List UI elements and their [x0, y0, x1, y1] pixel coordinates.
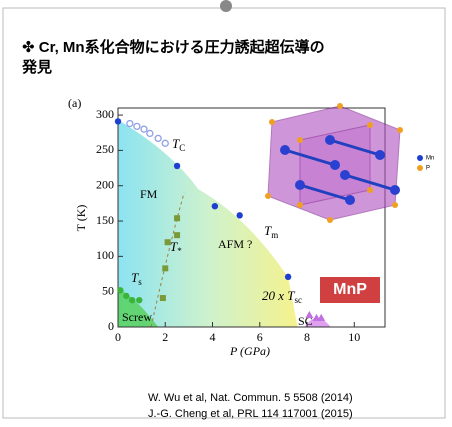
crystal-atom	[397, 127, 403, 133]
citation: W. Wu et al, Nat. Commun. 5 5508 (2014)	[148, 392, 353, 404]
crystal-atom	[390, 185, 400, 195]
data-point	[174, 215, 180, 221]
legend-label: Mn	[426, 156, 434, 162]
y-tick-label: 100	[96, 248, 114, 262]
annotation-sub: sc	[295, 295, 303, 305]
crystal-atom	[295, 180, 305, 190]
crystal-atom	[345, 195, 355, 205]
crystal-atom	[367, 122, 373, 128]
x-tick-label: 4	[210, 330, 216, 344]
data-point	[115, 118, 121, 124]
crystal-atom	[330, 160, 340, 170]
annotation-sub: s	[138, 277, 142, 287]
y-tick-label: 300	[96, 107, 114, 121]
compound-label: MnP	[333, 281, 367, 298]
data-point	[134, 123, 140, 129]
crystal-atom	[337, 103, 343, 109]
y-axis-label: T (K)	[74, 205, 88, 232]
data-point	[141, 126, 147, 132]
crystal-atom	[367, 187, 373, 193]
x-tick-label: 2	[162, 330, 168, 344]
x-tick-label: 0	[115, 330, 121, 344]
region-label: AFM ?	[218, 237, 252, 251]
data-point	[123, 293, 129, 299]
panel-label: (a)	[68, 96, 81, 110]
annotation-sub: *	[177, 246, 182, 256]
annotation-sub: C	[179, 143, 185, 153]
data-point	[285, 274, 291, 280]
region-label: FM	[140, 187, 158, 201]
pin	[220, 0, 232, 12]
data-point	[136, 297, 142, 303]
y-tick-label: 50	[102, 283, 114, 297]
y-tick-label: 200	[96, 177, 114, 191]
crystal-atom	[375, 150, 385, 160]
data-point	[129, 297, 135, 303]
data-point	[162, 265, 168, 271]
crystal-atom	[297, 137, 303, 143]
data-point	[127, 121, 133, 127]
data-point	[147, 130, 153, 136]
x-tick-label: 8	[304, 330, 310, 344]
data-point	[117, 287, 123, 293]
legend-label: P	[426, 166, 430, 172]
crystal-atom	[340, 170, 350, 180]
crystal-atom	[327, 217, 333, 223]
data-point	[174, 163, 180, 169]
data-point	[155, 135, 161, 141]
crystal-atom	[280, 145, 290, 155]
crystal-atom	[392, 202, 398, 208]
x-axis-label: P (GPa)	[229, 344, 270, 358]
legend-marker	[417, 165, 423, 171]
y-tick-label: 250	[96, 142, 114, 156]
crystal-atom	[297, 202, 303, 208]
data-point	[236, 212, 242, 218]
data-point	[160, 295, 166, 301]
annotation-sub: m	[271, 230, 278, 240]
legend-marker	[417, 155, 423, 161]
crystal-atom	[265, 193, 271, 199]
region-label: Screw	[122, 310, 152, 324]
x-tick-label: 6	[257, 330, 263, 344]
data-point	[174, 232, 180, 238]
citation: J.-G. Cheng et al, PRL 114 117001 (2015)	[148, 408, 353, 420]
crystal-atom	[269, 119, 275, 125]
data-point	[212, 203, 218, 209]
slide: ✤ Cr, Mn系化合物における圧力誘起超伝導の発見 W. Wu et al, …	[0, 0, 452, 427]
y-tick-label: 0	[108, 319, 114, 333]
x-tick-label: 10	[348, 330, 360, 344]
y-tick-label: 150	[96, 213, 114, 227]
crystal-atom	[325, 135, 335, 145]
data-point	[162, 140, 168, 146]
annotation-main: 20 x T	[262, 288, 295, 303]
data-point	[165, 239, 171, 245]
